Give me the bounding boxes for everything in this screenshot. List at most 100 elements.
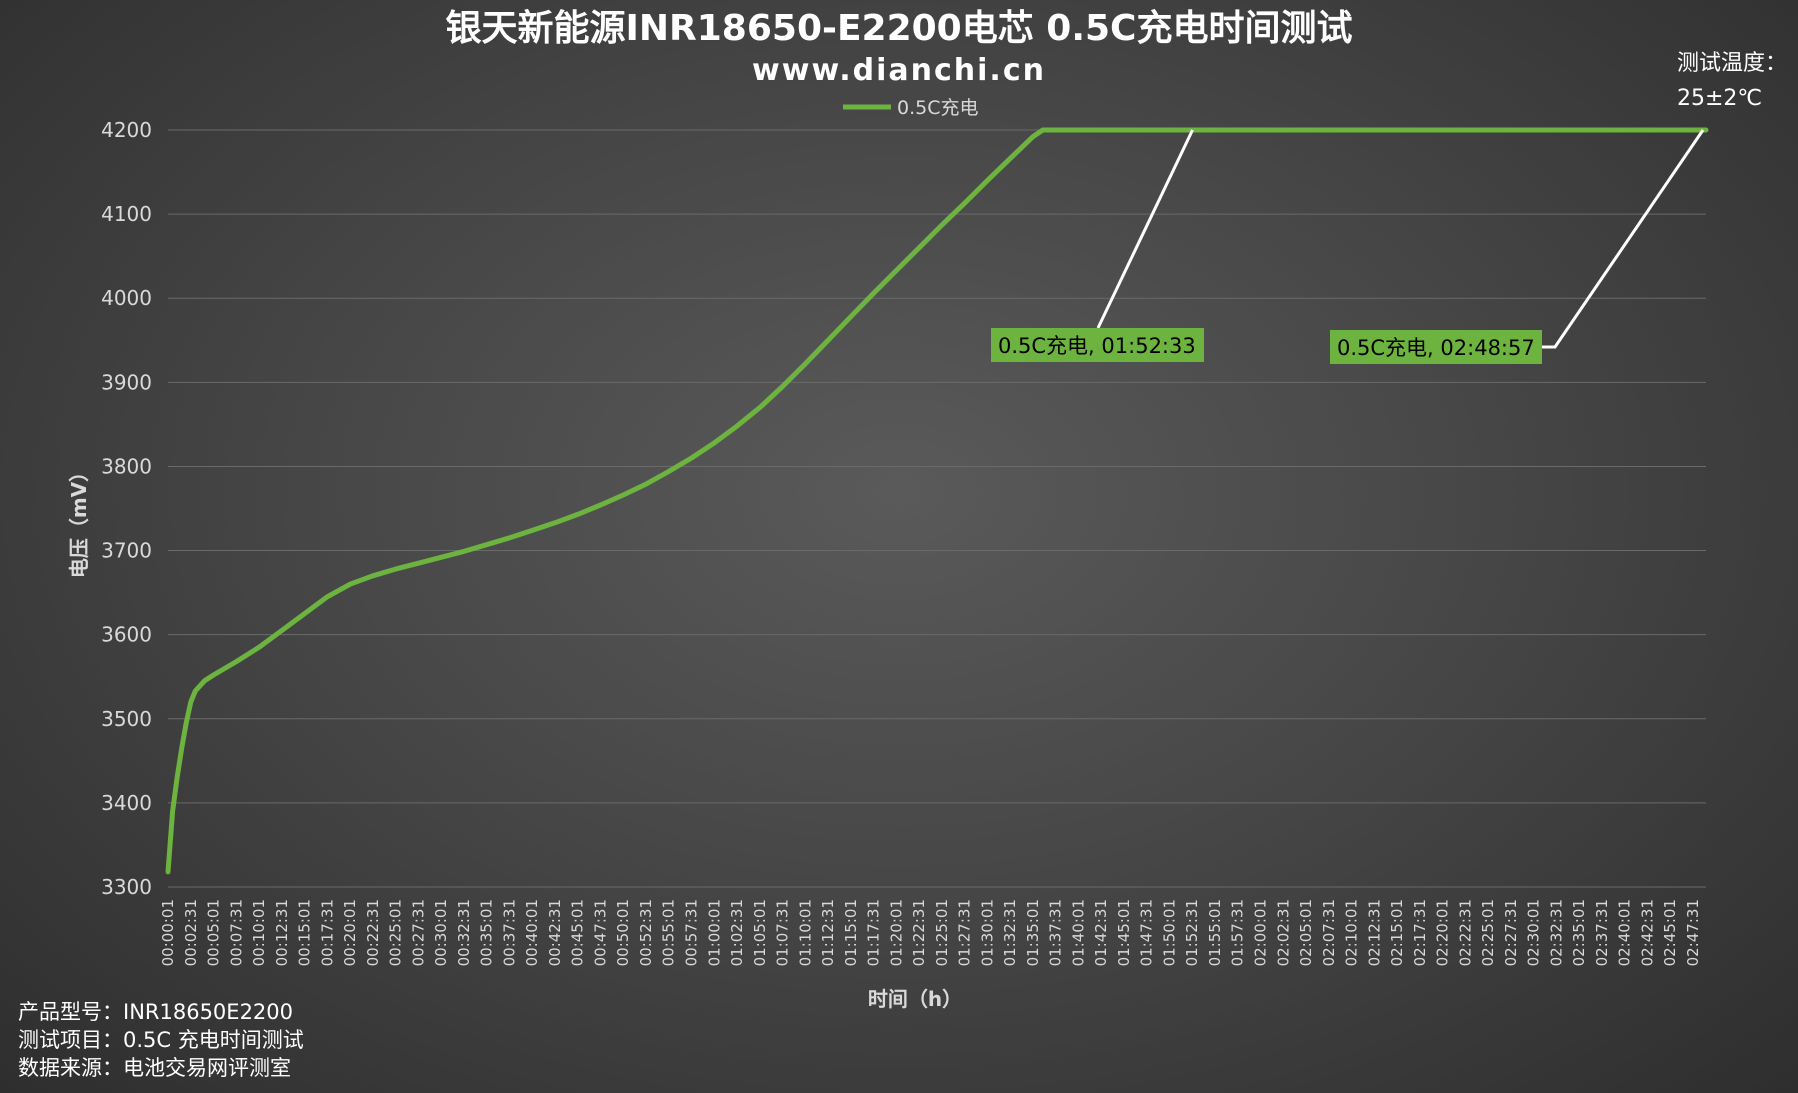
info-block: 产品型号：INR18650E2200 测试项目：0.5C 充电时间测试 数据来源…	[18, 1000, 304, 1080]
y-tick-label: 3900	[101, 370, 152, 394]
series-layer	[165, 127, 1709, 875]
x-tick-label: 00:40:01	[523, 899, 541, 966]
x-axis-title: 时间（h）	[868, 987, 962, 1011]
y-tick-label: 4200	[101, 118, 152, 142]
y-tick-label: 3500	[101, 707, 152, 731]
x-tick-label: 02:02:31	[1274, 899, 1292, 966]
x-tick-label: 02:25:01	[1479, 899, 1497, 966]
x-tick-label: 01:12:31	[819, 899, 837, 966]
x-tick-label: 00:05:01	[205, 899, 223, 966]
x-tick-label: 01:55:01	[1206, 899, 1224, 966]
x-tick-label: 02:27:31	[1502, 899, 1520, 966]
x-tick-label: 02:37:31	[1593, 899, 1611, 966]
x-tick-label: 00:45:01	[569, 899, 587, 966]
x-tick-label: 01:30:01	[978, 899, 996, 966]
x-tick-label: 01:17:31	[865, 899, 883, 966]
x-tick-label: 00:12:31	[273, 899, 291, 966]
x-tick-label: 00:10:01	[250, 899, 268, 966]
x-tick-label: 02:30:01	[1525, 899, 1543, 966]
x-tick-label: 02:32:31	[1547, 899, 1565, 966]
chart-subtitle: www.dianchi.cn	[752, 53, 1046, 88]
x-tick-label: 02:47:31	[1684, 899, 1702, 966]
x-tick-label: 01:15:01	[842, 899, 860, 966]
x-tick-label: 00:37:31	[500, 899, 518, 966]
y-tick-label: 4000	[101, 286, 152, 310]
annotation-box	[991, 328, 1204, 362]
x-tick-label: 02:20:01	[1434, 899, 1452, 966]
x-tick-label: 02:05:01	[1297, 899, 1315, 966]
x-axis: 00:00:01 00:02:31 00:05:01 00:07:31 00:10:01…	[159, 899, 1702, 966]
x-tick-label: 01:50:01	[1160, 899, 1178, 966]
info-source: 数据来源：电池交易网评测室	[18, 1056, 291, 1080]
x-tick-label: 02:45:01	[1661, 899, 1679, 966]
y-axis: 3300 3400 3500 3600 3700 3800 3900 4000 4100 4200	[101, 118, 152, 899]
x-tick-label: 02:35:01	[1570, 899, 1588, 966]
x-tick-label: 02:10:01	[1343, 899, 1361, 966]
x-tick-label: 00:20:01	[341, 899, 359, 966]
x-tick-label: 01:02:31	[728, 899, 746, 966]
chart-title: 银天新能源INR18650-E2200电芯 0.5C充电时间测试	[446, 8, 1353, 49]
y-axis-title: 电压（mV）	[67, 462, 91, 578]
x-tick-label: 02:15:01	[1388, 899, 1406, 966]
gridlines	[168, 129, 1706, 888]
x-tick-label: 02:22:31	[1456, 899, 1474, 966]
x-tick-label: 02:42:31	[1638, 899, 1656, 966]
info-test-item: 测试项目：0.5C 充电时间测试	[18, 1028, 304, 1052]
annotation-label: 0.5C充电, 02:48:57	[1337, 336, 1535, 360]
temperature-note: 测试温度： 25±2℃	[1677, 51, 1787, 111]
x-tick-label: 01:47:31	[1138, 899, 1156, 966]
x-tick-label: 01:40:01	[1069, 899, 1087, 966]
series-line	[165, 127, 1709, 875]
x-tick-label: 00:55:01	[660, 899, 678, 966]
x-tick-label: 02:17:31	[1411, 899, 1429, 966]
x-tick-label: 01:07:31	[774, 899, 792, 966]
x-tick-label: 01:00:01	[705, 899, 723, 966]
x-tick-label: 01:22:31	[910, 899, 928, 966]
x-tick-label: 02:07:31	[1320, 899, 1338, 966]
legend-label: 0.5C充电	[897, 97, 978, 119]
y-tick-label: 4100	[101, 202, 152, 226]
temperature-value: 25±2℃	[1677, 86, 1762, 111]
annotation-box	[1330, 330, 1542, 364]
legend: 0.5C充电	[843, 97, 978, 119]
x-tick-label: 00:17:31	[318, 899, 336, 966]
x-tick-label: 01:25:01	[933, 899, 951, 966]
x-tick-label: 01:10:01	[796, 899, 814, 966]
x-tick-label: 00:52:31	[637, 899, 655, 966]
x-tick-label: 00:47:31	[591, 899, 609, 966]
y-tick-label: 3800	[101, 454, 152, 478]
x-tick-label: 00:42:31	[546, 899, 564, 966]
x-tick-label: 01:52:31	[1183, 899, 1201, 966]
x-tick-label: 01:32:31	[1001, 899, 1019, 966]
x-tick-label: 00:32:31	[455, 899, 473, 966]
x-tick-label: 02:00:01	[1252, 899, 1270, 966]
x-tick-label: 01:35:01	[1024, 899, 1042, 966]
x-tick-label: 01:45:01	[1115, 899, 1133, 966]
x-tick-label: 00:57:31	[682, 899, 700, 966]
x-tick-label: 01:37:31	[1047, 899, 1065, 966]
x-tick-label: 01:20:01	[887, 899, 905, 966]
x-tick-label: 02:40:01	[1616, 899, 1634, 966]
x-tick-label: 00:30:01	[432, 899, 450, 966]
info-model: 产品型号：INR18650E2200	[18, 1000, 293, 1024]
x-tick-label: 00:07:31	[227, 899, 245, 966]
x-tick-label: 00:22:31	[364, 899, 382, 966]
annotations: 0.5C充电, 01:52:33 0.5C充电, 02:48:57	[991, 129, 1705, 364]
annotation-leader	[1542, 129, 1705, 349]
y-tick-label: 3400	[101, 791, 152, 815]
x-tick-label: 01:27:31	[956, 899, 974, 966]
temperature-label: 测试温度：	[1677, 51, 1787, 76]
x-tick-label: 00:00:01	[159, 899, 177, 966]
x-tick-label: 00:35:01	[478, 899, 496, 966]
y-tick-label: 3300	[101, 875, 152, 899]
x-tick-label: 00:02:31	[182, 899, 200, 966]
y-tick-label: 3600	[101, 623, 152, 647]
x-tick-label: 02:12:31	[1365, 899, 1383, 966]
annotation-label: 0.5C充电, 01:52:33	[998, 334, 1196, 358]
x-tick-label: 00:27:31	[409, 899, 427, 966]
x-tick-label: 00:25:01	[387, 899, 405, 966]
x-tick-label: 00:50:01	[614, 899, 632, 966]
x-tick-label: 01:05:01	[751, 899, 769, 966]
x-tick-label: 01:42:31	[1092, 899, 1110, 966]
